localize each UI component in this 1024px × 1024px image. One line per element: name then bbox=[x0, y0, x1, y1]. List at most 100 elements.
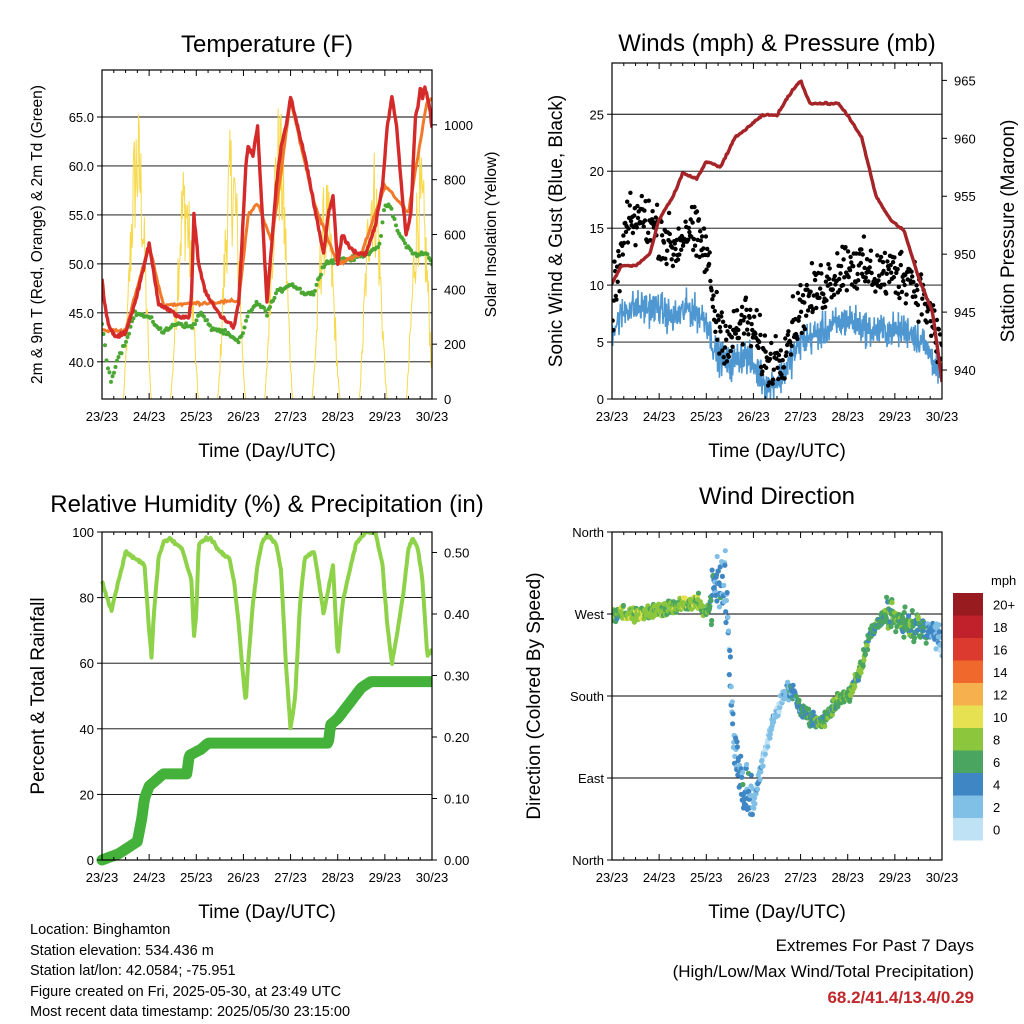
direction-point bbox=[856, 673, 862, 680]
gust-point bbox=[745, 327, 750, 332]
gust-point bbox=[868, 258, 873, 263]
solar-insolation-line bbox=[311, 184, 341, 399]
x-tick-label: 23/23 bbox=[86, 870, 119, 885]
dewpoint-point bbox=[272, 295, 277, 300]
gust-point bbox=[827, 266, 832, 271]
extremes-subtitle: (High/Low/Max Wind/Total Precipitation) bbox=[672, 962, 974, 981]
gust-point bbox=[826, 262, 831, 267]
direction-point bbox=[744, 761, 750, 768]
y-tick-label: North bbox=[572, 853, 604, 868]
gust-point bbox=[708, 278, 713, 284]
dewpoint-point bbox=[274, 291, 278, 296]
y-tick-label: 60 bbox=[80, 656, 94, 671]
gust-point bbox=[615, 279, 620, 284]
gust-point bbox=[937, 332, 942, 337]
gust-point bbox=[920, 296, 925, 301]
gust-point bbox=[823, 279, 829, 284]
gust-point bbox=[668, 240, 673, 245]
direction-point bbox=[765, 744, 771, 750]
direction-point bbox=[714, 598, 720, 604]
gust-point bbox=[886, 266, 891, 272]
gust-point bbox=[841, 257, 846, 262]
direction-point bbox=[721, 582, 727, 589]
gust-point bbox=[720, 319, 726, 324]
gust-point bbox=[837, 287, 842, 293]
gust-point bbox=[895, 266, 900, 272]
x-tick-label: 24/23 bbox=[133, 870, 166, 885]
panel-wind-direction: 23/23 24/23 25/23 26/23 27/23 28/23 29/23 30/23… bbox=[524, 483, 1016, 923]
dewpoint-point bbox=[149, 315, 154, 320]
y-tick-label: 15 bbox=[590, 221, 604, 236]
gust-point bbox=[802, 300, 807, 305]
y-right-tick-label: 0 bbox=[444, 392, 451, 407]
solar-insolation-line bbox=[405, 155, 432, 399]
x-axis-label-wind-direction: Time (Day/UTC) bbox=[708, 902, 846, 923]
x-tick-label: 30/23 bbox=[926, 409, 959, 424]
gust-point bbox=[676, 226, 681, 231]
direction-point bbox=[682, 595, 688, 601]
direction-point bbox=[793, 693, 800, 699]
dewpoint-point bbox=[190, 325, 194, 330]
gust-point bbox=[898, 262, 903, 268]
gust-point bbox=[776, 352, 782, 358]
gust-point bbox=[639, 193, 644, 199]
direction-point bbox=[933, 646, 939, 652]
gust-point bbox=[814, 292, 820, 297]
gust-point bbox=[854, 251, 859, 256]
direction-point bbox=[762, 751, 768, 757]
y-right-tick-label: 0.00 bbox=[444, 853, 469, 868]
gust-point bbox=[709, 288, 714, 293]
direction-point bbox=[722, 562, 728, 568]
dewpoint-point bbox=[103, 343, 107, 348]
gust-point bbox=[661, 240, 667, 245]
gust-point bbox=[744, 307, 749, 312]
dewpoint-point bbox=[116, 355, 121, 359]
gust-point bbox=[866, 279, 871, 284]
gust-point bbox=[804, 313, 809, 318]
station-elevation: Station elevation: 534.436 m bbox=[30, 942, 214, 959]
direction-point bbox=[915, 616, 922, 622]
direction-point bbox=[888, 623, 894, 630]
dewpoint-point bbox=[205, 318, 209, 323]
gust-point bbox=[799, 330, 804, 336]
legend-label: 0 bbox=[993, 822, 1000, 837]
dewpoint-point bbox=[236, 340, 241, 345]
direction-point bbox=[760, 763, 766, 769]
gust-point bbox=[626, 226, 631, 231]
direction-point bbox=[746, 788, 752, 795]
gust-point bbox=[877, 258, 882, 263]
gust-point bbox=[654, 202, 660, 207]
y-tick-label: 80 bbox=[80, 591, 94, 606]
dewpoint-point bbox=[194, 318, 199, 323]
gust-point bbox=[826, 276, 832, 282]
gust-point bbox=[740, 342, 745, 347]
direction-point bbox=[911, 635, 918, 641]
gust-point bbox=[904, 292, 909, 297]
gust-point bbox=[711, 293, 716, 298]
gust-point bbox=[835, 251, 840, 256]
direction-point bbox=[822, 723, 828, 730]
gust-point bbox=[719, 310, 724, 315]
direction-point bbox=[725, 614, 731, 620]
gust-point bbox=[868, 248, 874, 253]
direction-point bbox=[730, 711, 736, 717]
legend-swatch bbox=[953, 705, 983, 728]
gust-point bbox=[666, 210, 672, 216]
gust-point bbox=[612, 328, 616, 333]
x-tick-label: 30/23 bbox=[926, 870, 959, 885]
x-tick-label: 25/23 bbox=[690, 870, 723, 885]
dewpoint-point bbox=[265, 313, 269, 318]
gust-point bbox=[814, 305, 819, 311]
dewpoint-point bbox=[242, 325, 247, 330]
gust-point bbox=[936, 327, 941, 332]
gust-point bbox=[617, 289, 622, 294]
dewpoint-point bbox=[193, 322, 197, 327]
dewpoint-point bbox=[392, 217, 397, 221]
gust-point bbox=[724, 337, 729, 342]
direction-point bbox=[751, 805, 757, 811]
solar-insolation-line bbox=[169, 171, 200, 399]
gust-point bbox=[856, 278, 861, 283]
dewpoint-point bbox=[394, 223, 398, 228]
direction-point bbox=[805, 706, 812, 712]
gust-point bbox=[861, 234, 867, 239]
